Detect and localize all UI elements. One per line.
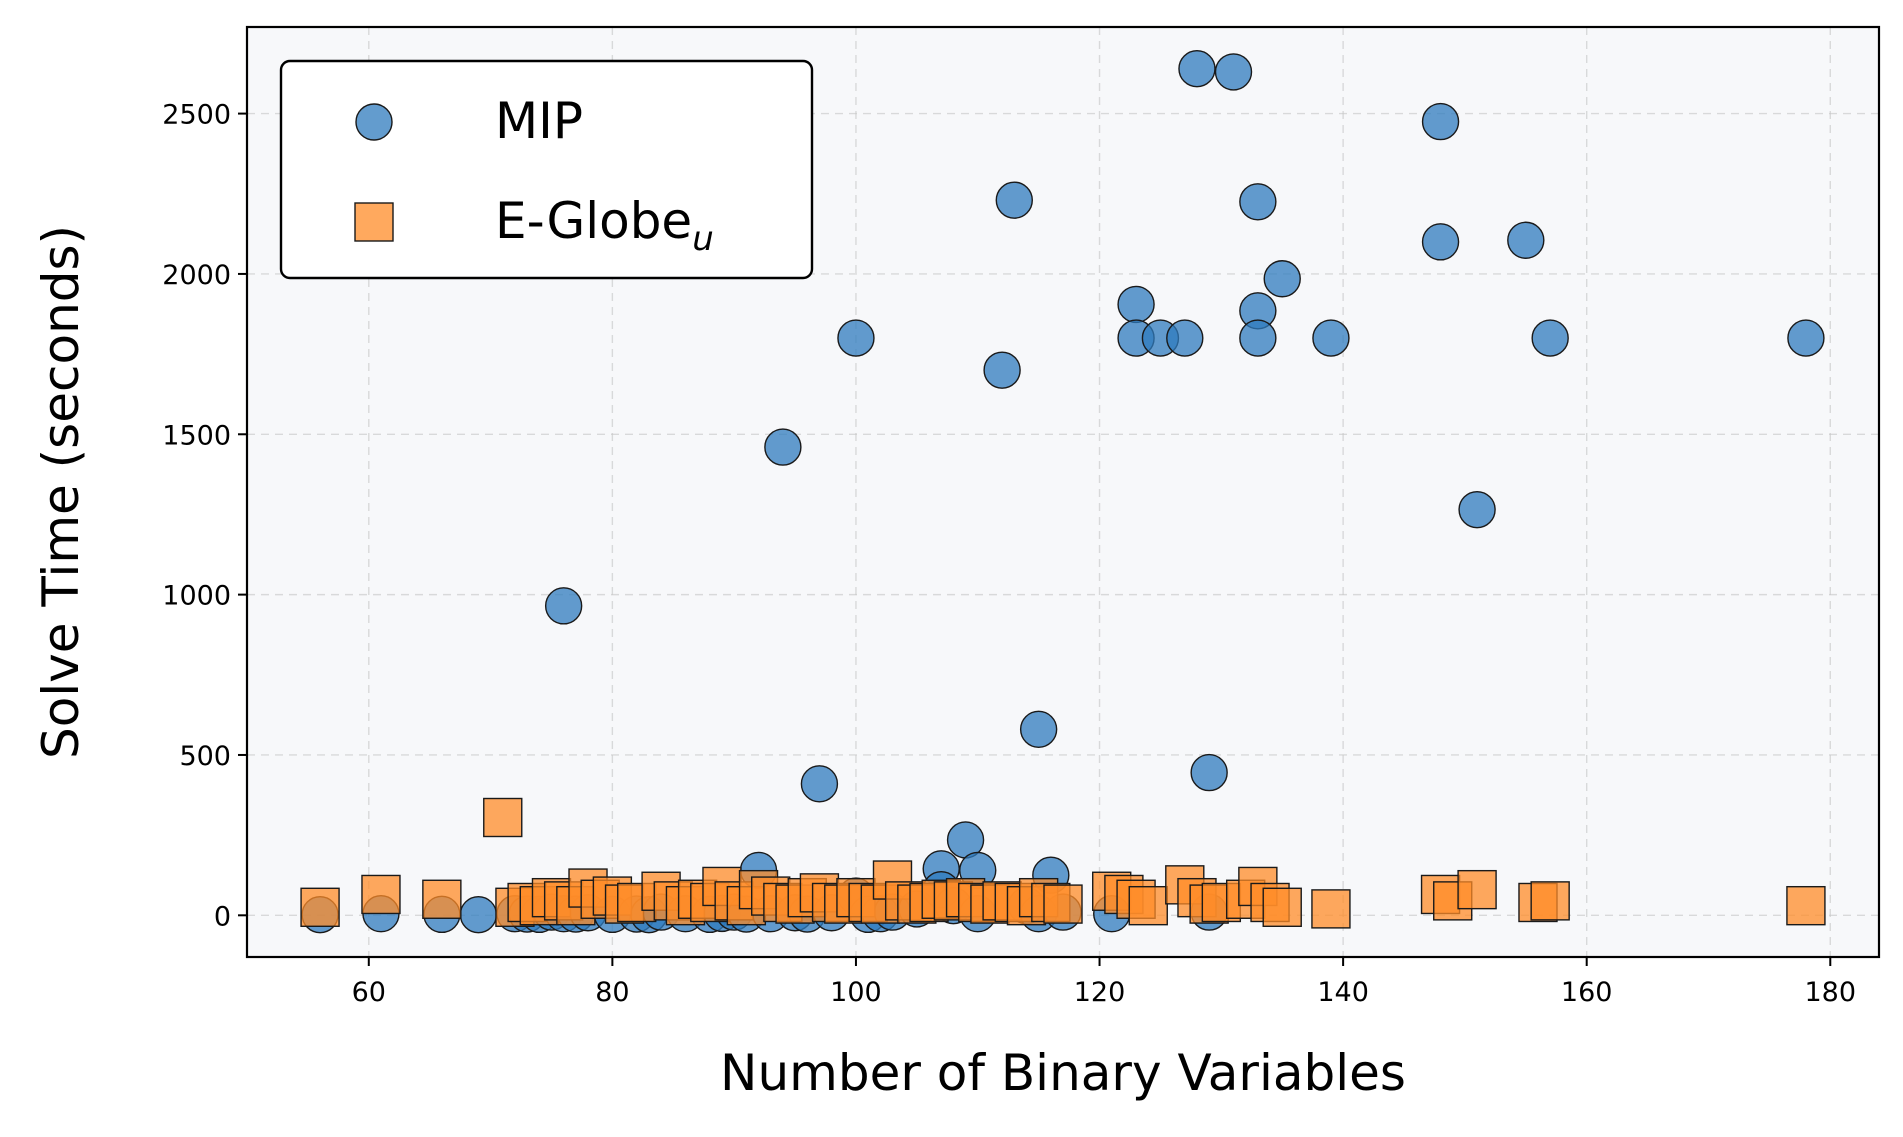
y-tick-label: 1000 [162,581,231,612]
legend-eglobe-label-subscript: u [692,219,714,259]
mip-data-point [837,319,875,357]
mip-data-point [1421,223,1460,261]
mip-data-point [1239,319,1277,357]
x-tick-label: 60 [352,977,386,1008]
mip-data-point [1458,490,1496,529]
mip-data-point [983,351,1021,389]
x-tick-label: 160 [1561,977,1613,1008]
eglobe-data-point [422,879,462,919]
legend: MIP E-Globeu [279,59,814,280]
eglobe-data-point [1530,881,1570,921]
mip-data-point [544,587,583,625]
mip-data-point [1507,221,1545,259]
mip-data-point [1117,285,1155,324]
eglobe-data-point [483,797,523,838]
x-tick-label: 120 [1074,977,1126,1008]
mip-data-point [1263,260,1301,298]
eglobe-data-point [300,887,340,927]
axis-ticks: 60 80 100 120 140 160 180 0 500 1000 1500 2000 2500 [162,100,1856,1008]
mip-data-point [1214,53,1253,91]
y-tick-label: 500 [179,741,231,772]
mip-data-point [1019,710,1058,749]
mip-data-point [1531,319,1569,357]
mip-data-point [800,765,839,803]
mip-data-point [1239,183,1277,221]
mip-data-point [1787,319,1825,357]
x-tick-label: 100 [830,977,882,1008]
y-tick-label: 1500 [162,420,231,451]
legend-box [279,59,814,280]
mip-data-point [1190,753,1228,792]
legend-eglobe-marker [354,202,394,242]
legend-mip-label: MIP [495,92,583,150]
data-points [300,49,1826,934]
y-tick-label: 2000 [162,260,231,291]
y-tick-label: 0 [214,901,231,932]
eglobe-data-point [1457,869,1497,910]
mip-data-point [1166,319,1204,357]
mip-data-point [1421,102,1460,141]
x-tick-label: 180 [1805,977,1857,1008]
eglobe-data-point [1128,885,1168,926]
legend-mip-marker [355,103,393,141]
x-axis-label: Number of Binary Variables [720,1044,1406,1102]
legend-eglobe-label-main: E-Globe [495,192,692,250]
eglobe-data-point [1786,885,1826,926]
x-tick-label: 140 [1317,977,1369,1008]
eglobe-data-point [361,874,401,915]
legend-eglobe-label: E-Globeu [495,192,714,259]
eglobe-data-point [1043,884,1083,924]
mip-data-point [995,181,1033,219]
y-axis-label: Solve Time (seconds) [32,225,90,759]
y-tick-label: 2500 [162,100,231,131]
eglobe-data-point [1311,889,1351,929]
plot-frame [245,25,1881,959]
eglobe-data-point [1262,887,1302,927]
mip-data-point [459,895,498,934]
x-tick-label: 80 [595,977,629,1008]
mip-data-point [1178,49,1216,88]
mip-data-point [764,428,802,466]
mip-data-point [1312,319,1350,357]
